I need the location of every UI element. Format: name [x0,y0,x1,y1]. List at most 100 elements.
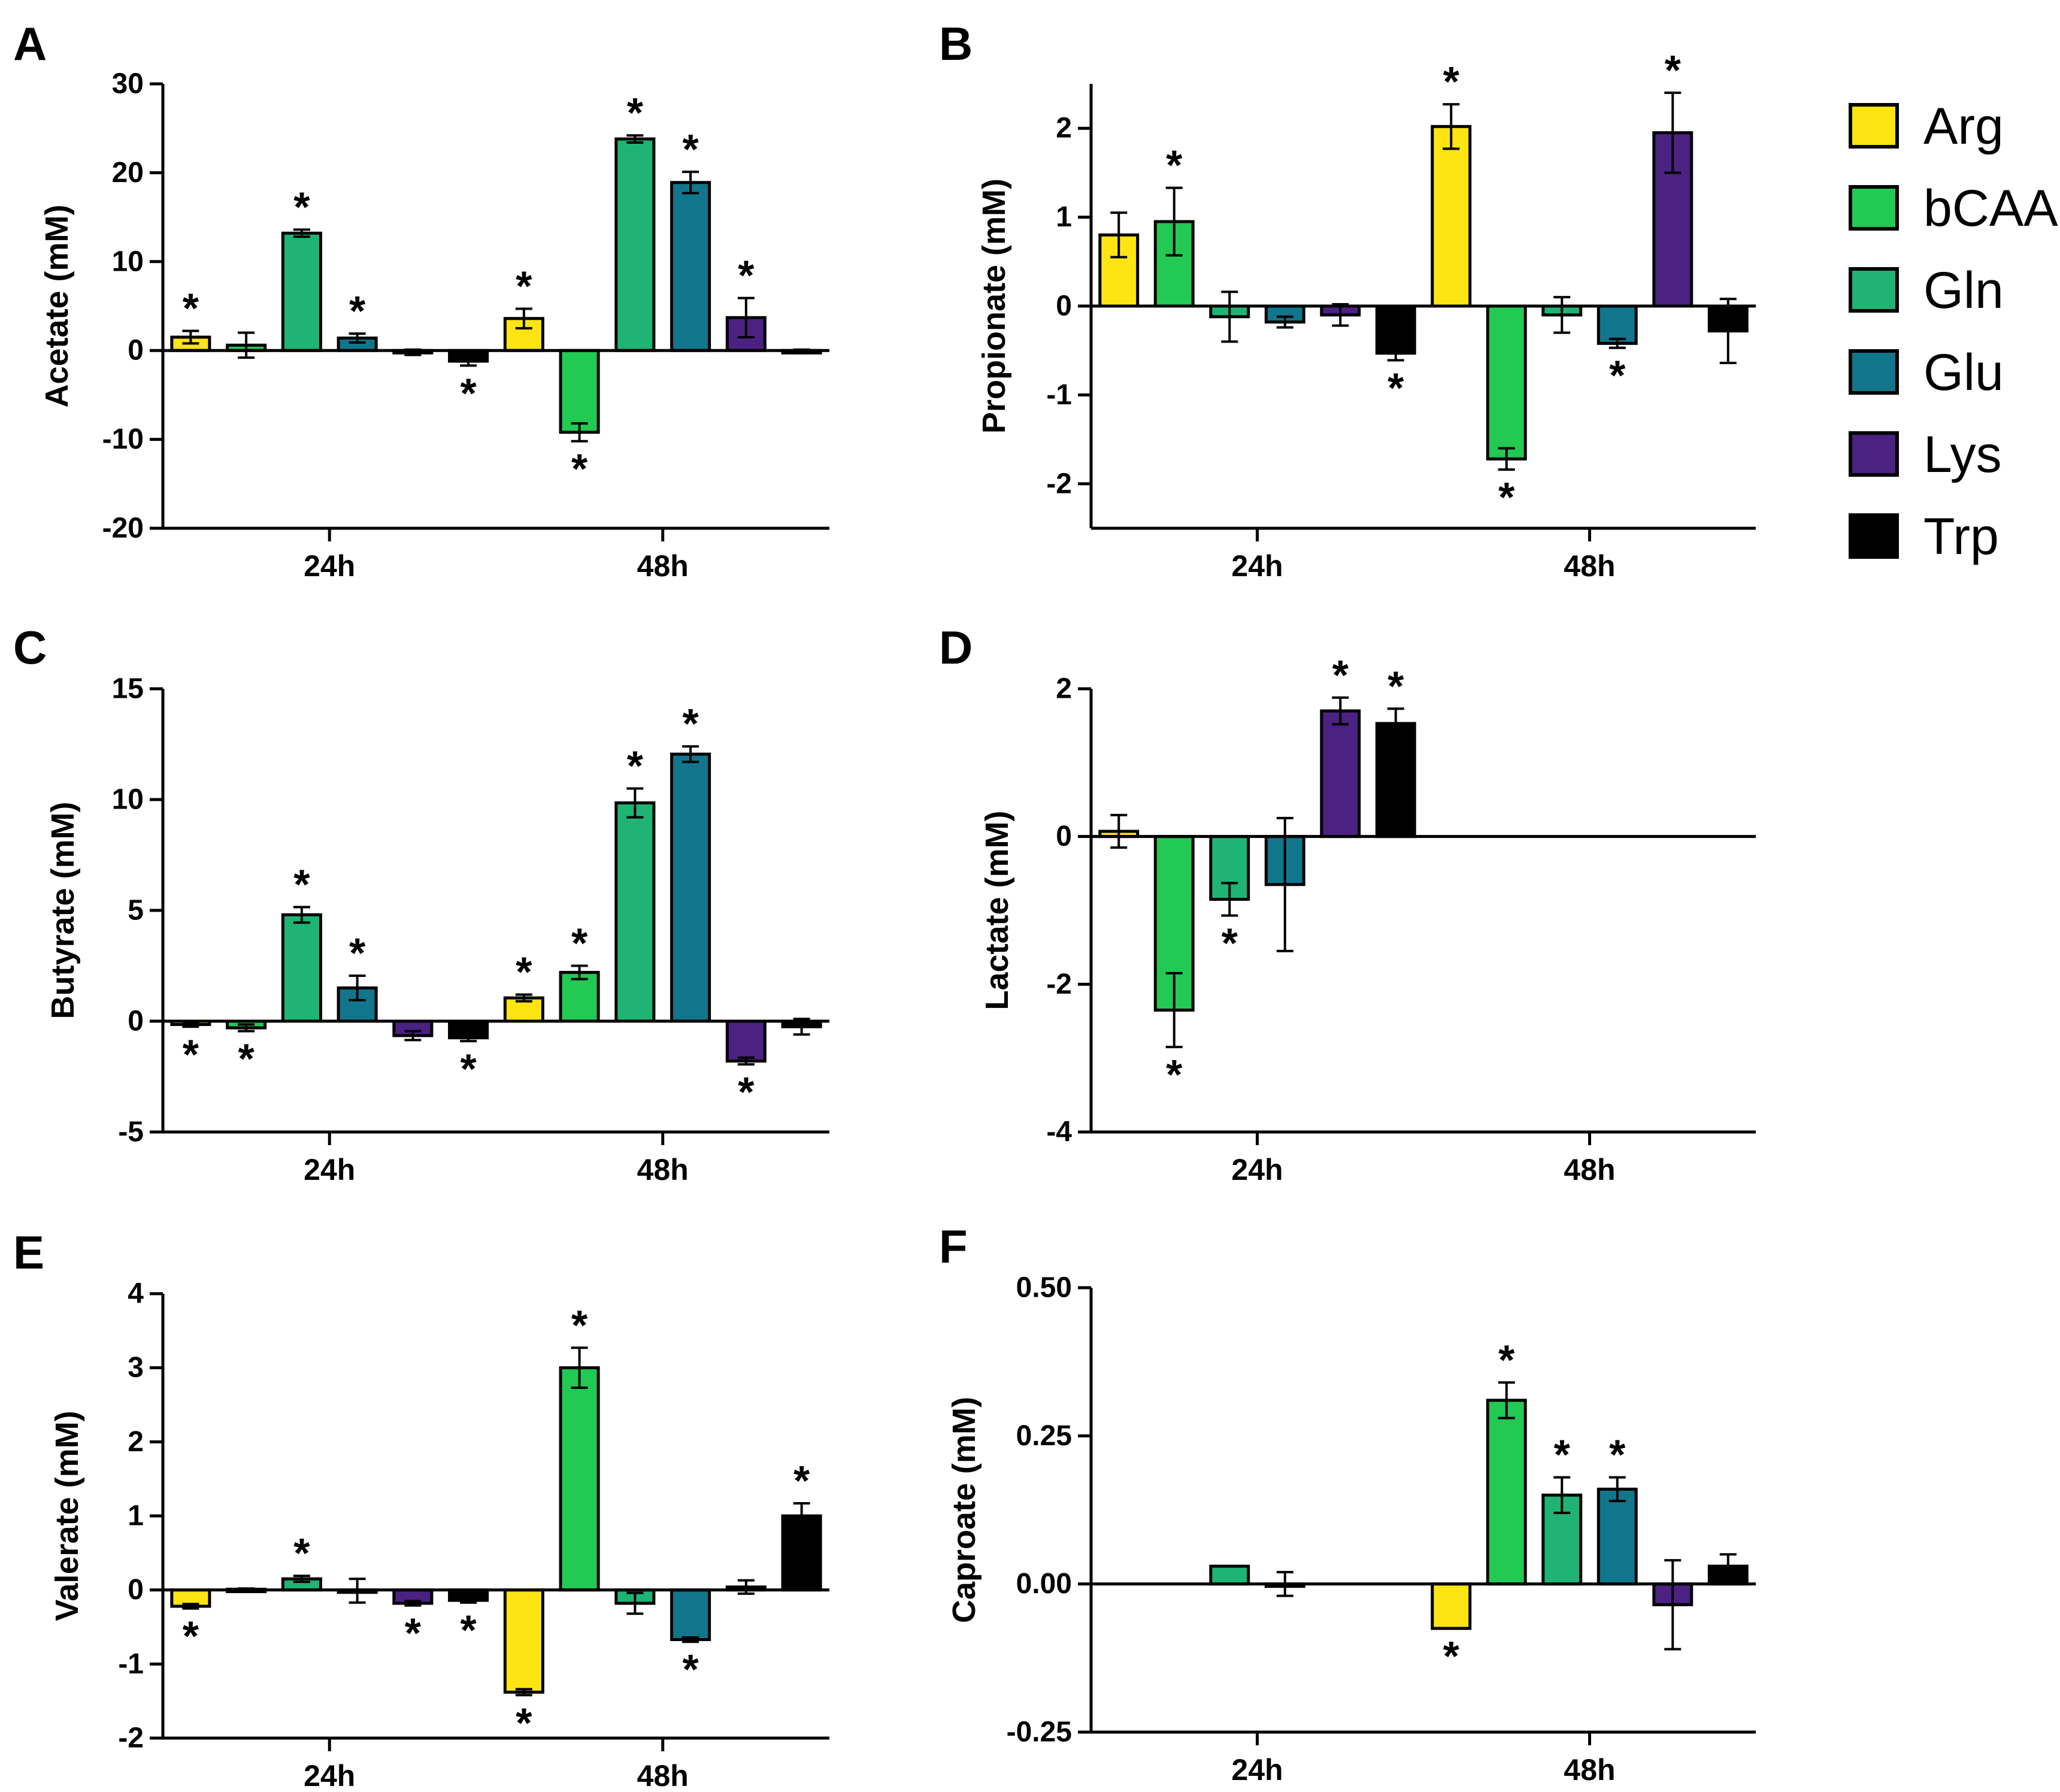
significance-star: * [793,1457,810,1504]
legend-item-Lys: Lys [1849,426,2002,483]
significance-star: * [1332,652,1349,698]
bar-Gln-24h [1209,1564,1250,1586]
y-tick-label: 0.25 [1016,1420,1072,1452]
error-bar [404,1030,422,1042]
bar-bCAA-48h [559,349,600,434]
y-tick-label: 3 [128,1352,144,1384]
y-tick-label: 0.50 [1016,1272,1072,1304]
error-bar [515,1688,532,1697]
error-bar [1165,186,1183,257]
y-tick-label: -1 [118,1648,144,1680]
error-bar [1276,816,1293,952]
legend-item-Glu: Glu [1849,344,2004,401]
significance-star: * [516,949,532,995]
panel-letter: A [13,17,47,70]
significance-star: * [1222,920,1238,967]
significance-star: * [293,1530,310,1576]
panel-letter: C [13,621,47,674]
error-bar [182,329,199,345]
legend-swatch [1849,349,1899,395]
panel-C: C Butyrate (mM) * * * * * * * * * * 15 10 5 0 -5 24h 48h [13,621,829,1186]
significance-star: * [349,287,366,334]
significance-star: * [183,285,199,332]
error-bar [793,1502,810,1530]
bar-Lys-24h [1320,709,1361,839]
significance-star: * [571,1301,588,1348]
error-bar [293,906,310,924]
error-bar [293,228,310,238]
error-bar [515,307,532,330]
significance-star: * [293,183,310,230]
significance-star: * [1443,1633,1460,1679]
error-bar [1608,1476,1626,1503]
y-tick-label: 15 [112,673,144,705]
significance-star: * [1498,1336,1515,1383]
y-tick-label: -4 [1046,1116,1072,1148]
error-bar [1608,337,1626,349]
x-group-label: 48h [1564,549,1615,583]
significance-star: * [1498,474,1515,520]
significance-star: * [1554,1431,1571,1478]
legend-item-bCAA: bCAA [1849,180,2058,237]
y-tick-label: -2 [1046,968,1072,1000]
panel-letter: D [939,621,973,674]
error-bar [1332,303,1349,327]
error-bar [515,993,532,1003]
y-tick-label: 10 [112,784,144,816]
significance-star: * [1388,365,1404,411]
legend-item-Arg: Arg [1849,98,2004,155]
legend-item-Trp: Trp [1849,508,1999,565]
y-tick-label: -5 [118,1116,144,1148]
bar-bCAA-48h [1486,304,1527,461]
error-bar [182,1603,199,1610]
error-bar [571,1346,588,1390]
significance-star: * [1166,142,1183,189]
y-tick-label: -20 [102,513,144,544]
y-tick-label: 0 [128,335,144,367]
error-bar [238,331,255,359]
error-bar [460,1597,477,1604]
y-tick-label: 0 [128,1574,144,1606]
y-axis-title: Butyrate (mM) [45,801,81,1019]
significance-star: * [516,262,532,309]
significance-star: * [571,920,588,967]
significance-star: * [1388,662,1404,709]
error-bar [1165,971,1183,1049]
x-group-label: 48h [1564,1753,1615,1787]
x-group-label: 24h [1231,549,1283,583]
significance-star: * [627,89,644,136]
legend-label: Trp [1923,508,1999,565]
error-bar [460,1033,477,1043]
error-bar [1387,344,1404,362]
y-tick-label: 1 [1056,201,1072,233]
significance-star: * [738,252,755,299]
error-bar [571,964,588,980]
y-tick-label: -10 [102,423,144,455]
bar-bCAA-48h [559,971,600,1023]
x-group-label: 48h [637,1759,689,1792]
error-bar [1553,1476,1571,1514]
error-bar [460,355,477,367]
legend-label: Glu [1923,344,2004,401]
error-bar [349,974,366,1001]
bar-Glu-48h [670,752,711,1023]
y-tick-label: 0.00 [1016,1568,1072,1600]
x-group-label: 24h [304,1759,355,1792]
error-bar [1443,103,1460,150]
bar-Gln-24h [281,231,322,352]
legend-item-Gln: Gln [1849,262,2004,319]
significance-star: * [1166,1051,1183,1098]
y-tick-label: -0.25 [1007,1717,1072,1748]
y-tick-label: 0 [1056,821,1072,852]
error-bar [626,134,644,144]
error-bar [1110,211,1128,259]
bar-Trp-24h [1375,722,1416,839]
x-group-label: 24h [1231,1753,1283,1787]
y-tick-label: 20 [112,157,144,189]
error-bar [293,1575,310,1584]
error-bar [1664,1559,1682,1651]
error-bar [737,1057,755,1066]
panel-B: B Propionate (mM) * * * * * * 2 1 0 -1 -2 24h 48h [939,17,1756,583]
